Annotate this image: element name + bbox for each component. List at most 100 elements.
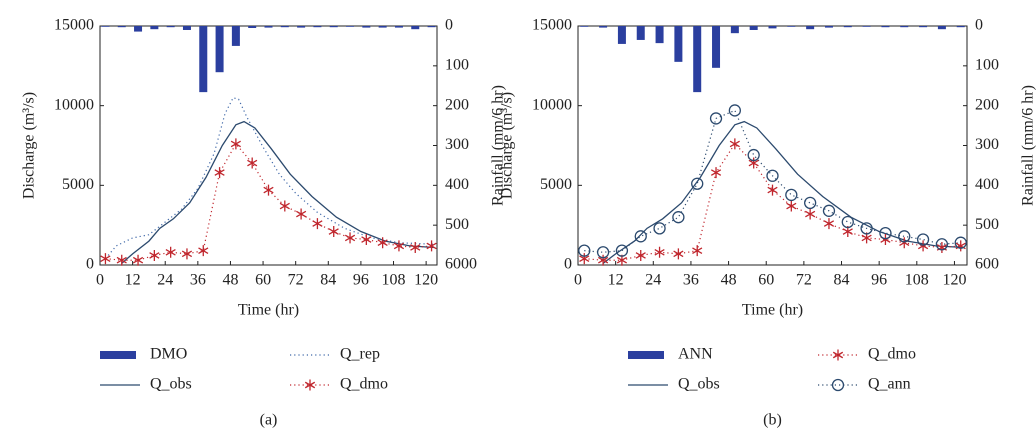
marker xyxy=(673,248,684,260)
rain-bar xyxy=(900,26,909,28)
discharge-line xyxy=(602,120,964,264)
rain-bar xyxy=(313,26,322,28)
marker xyxy=(377,237,388,249)
marker xyxy=(279,200,290,212)
rain-bar xyxy=(264,26,273,28)
marker xyxy=(672,211,685,224)
x-tick-label: 0 xyxy=(574,272,582,289)
marker xyxy=(766,169,779,182)
marker xyxy=(803,196,817,210)
marker xyxy=(654,246,665,258)
y2-tick-label: 300 xyxy=(975,136,999,153)
marker xyxy=(598,254,609,266)
rain-bar xyxy=(712,26,721,68)
marker xyxy=(578,244,591,257)
x-tick-label: 0 xyxy=(96,272,104,289)
marker xyxy=(823,218,835,230)
y-tick-label: 15000 xyxy=(54,17,94,34)
y-axis-label: Discharge (m³/s) xyxy=(499,92,516,199)
marker xyxy=(747,148,760,162)
rain-bar xyxy=(215,26,224,73)
rain-bar xyxy=(881,26,890,28)
marker xyxy=(596,246,610,259)
rain-bar xyxy=(346,26,355,27)
rain-bar xyxy=(843,26,852,28)
rain-bar xyxy=(806,26,815,30)
rain-bar xyxy=(280,26,289,28)
marker xyxy=(955,240,966,252)
marker xyxy=(149,249,160,261)
marker xyxy=(393,240,405,252)
rain-bar xyxy=(768,26,777,29)
legend-label: Q_ann xyxy=(868,376,911,393)
marker xyxy=(879,226,892,240)
rain-bar xyxy=(166,26,175,28)
legend-marker xyxy=(832,349,844,361)
rain-bar xyxy=(117,26,126,28)
panel: 0 12 24 36 48 60 72 84 96 108 120 0 5000 10000 15000 0 1… xyxy=(21,17,507,429)
rain-bar xyxy=(862,26,871,27)
rain-bar xyxy=(937,26,946,30)
rain-bar xyxy=(134,26,143,32)
x-tick-label: 72 xyxy=(796,272,812,289)
y2-tick-label: 200 xyxy=(975,96,999,113)
legend-label: Q_obs xyxy=(678,376,720,393)
marker xyxy=(312,218,323,230)
legend-label: Q_obs xyxy=(150,376,192,393)
marker xyxy=(653,222,666,235)
legend-label: Q_rep xyxy=(340,346,380,363)
y2-tick-label: 400 xyxy=(975,176,999,193)
marker xyxy=(916,233,930,246)
x-tick-label: 120 xyxy=(942,272,966,289)
rain-bar xyxy=(378,26,387,28)
caption: (a) xyxy=(260,412,278,429)
x-tick-label: 60 xyxy=(758,272,774,289)
discharge-line xyxy=(105,142,432,261)
x-tick-label: 96 xyxy=(353,272,369,289)
y2-tick-label: 300 xyxy=(445,136,469,153)
marker xyxy=(841,215,854,229)
marker xyxy=(805,208,816,220)
legend-marker xyxy=(831,378,845,392)
y2-tick-label: 600 xyxy=(975,256,999,273)
x-tick-label: 12 xyxy=(125,272,141,289)
discharge-line xyxy=(584,142,961,261)
legend-label: Q_dmo xyxy=(868,346,916,363)
y-tick-label: 15000 xyxy=(532,17,572,34)
rain-bar xyxy=(150,26,159,30)
rain-bar xyxy=(693,26,702,93)
rain-bar xyxy=(730,26,739,34)
x-axis-label: Time (hr) xyxy=(742,302,803,319)
discharge-line xyxy=(584,109,961,253)
legend-swatch xyxy=(100,351,136,359)
marker xyxy=(410,241,421,253)
marker xyxy=(748,157,759,169)
x-tick-label: 24 xyxy=(157,272,173,289)
legend-label: ANN xyxy=(678,346,713,363)
marker xyxy=(426,240,437,252)
x-tick-label: 12 xyxy=(608,272,624,289)
y2-axis-label: Rainfall (mm/6 hr) xyxy=(1020,85,1036,206)
marker xyxy=(634,230,647,243)
marker xyxy=(954,236,967,249)
discharge-line xyxy=(121,120,435,264)
x-tick-label: 84 xyxy=(834,272,850,289)
marker xyxy=(860,222,873,235)
rain-bar xyxy=(101,26,110,27)
marker xyxy=(822,204,836,217)
x-tick-label: 60 xyxy=(255,272,271,289)
rain-bar xyxy=(824,26,833,28)
rain-bar xyxy=(749,26,758,30)
y-tick-label: 5000 xyxy=(540,176,572,193)
legend-label: DMO xyxy=(150,346,187,363)
legend-label: Q_dmo xyxy=(340,376,388,393)
rain-bar xyxy=(787,26,796,27)
y2-tick-label: 100 xyxy=(445,57,469,74)
rain-bar xyxy=(199,26,208,93)
x-tick-label: 72 xyxy=(288,272,304,289)
x-tick-label: 96 xyxy=(871,272,887,289)
rain-bar xyxy=(297,26,306,28)
y2-tick-label: 200 xyxy=(445,96,469,113)
rain-bar xyxy=(636,26,645,40)
